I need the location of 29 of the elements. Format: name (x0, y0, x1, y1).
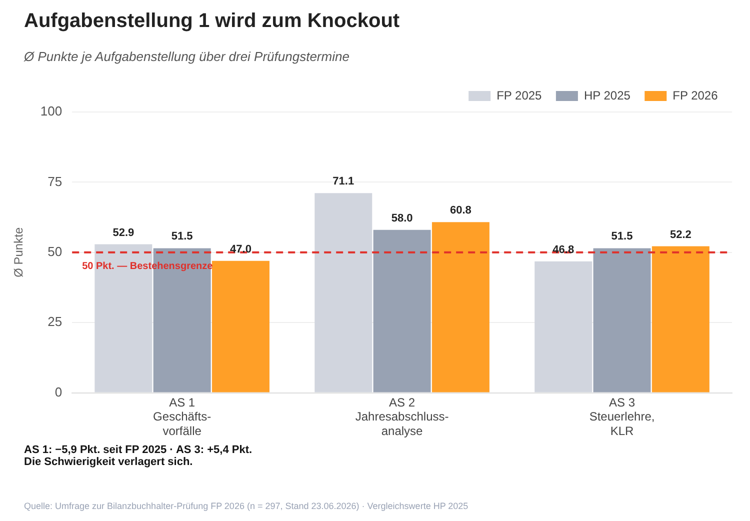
chart-subtitle: Ø Punkte je Aufgabenstellung über drei Prüfungstermine (24, 49, 350, 64)
data-label: 58.0 (391, 212, 413, 224)
data-label: 47.0 (230, 243, 252, 256)
source-note: Quelle: Umfrage zur Bilanzbuchhalter-Prüfung FP 2026 (n = 297, Stand 23.06.2026) · Vergleichswerte HP 2025 (24, 501, 468, 511)
data-label: 52.9 (112, 226, 134, 239)
data-label: 51.5 (171, 230, 193, 243)
y-tick-label: 25 (48, 314, 62, 330)
bar (432, 222, 490, 392)
y-tick-label: 75 (48, 174, 62, 189)
legend-label: FP 2025 (496, 88, 542, 102)
data-label: 71.1 (332, 176, 354, 188)
legend-label: HP 2025 (584, 88, 631, 102)
x-tick-label: AS 2 Jahresabschluss- analyse (355, 395, 449, 438)
y-axis-title: Ø Punkte (12, 227, 26, 278)
bar (652, 246, 710, 392)
text: AS 1: −5,9 Pkt. seit FP 2025 · AS 3: +5,4 Pkt. Die Schwierigkeit verlagert sich. (24, 444, 254, 468)
data-label: 60.8 (450, 204, 472, 217)
y-tick-label: 0 (54, 384, 62, 400)
bar (593, 248, 651, 392)
chart-title: Aufgabenstellung 1 wird zum Knockout (24, 9, 401, 33)
y-tick-label: 50 (48, 244, 62, 259)
bar (373, 230, 431, 392)
legend-label: FP 2026 (672, 88, 718, 102)
x-tick-label: AS 1 Geschäfts- vorfälle (153, 395, 212, 438)
bar (212, 260, 270, 392)
x-tick-label: AS 3 Steuerlehre, KLR (589, 395, 655, 438)
data-label: 52.2 (670, 228, 692, 241)
data-label: 51.5 (611, 230, 633, 243)
y-tick-label: 100 (40, 104, 62, 119)
